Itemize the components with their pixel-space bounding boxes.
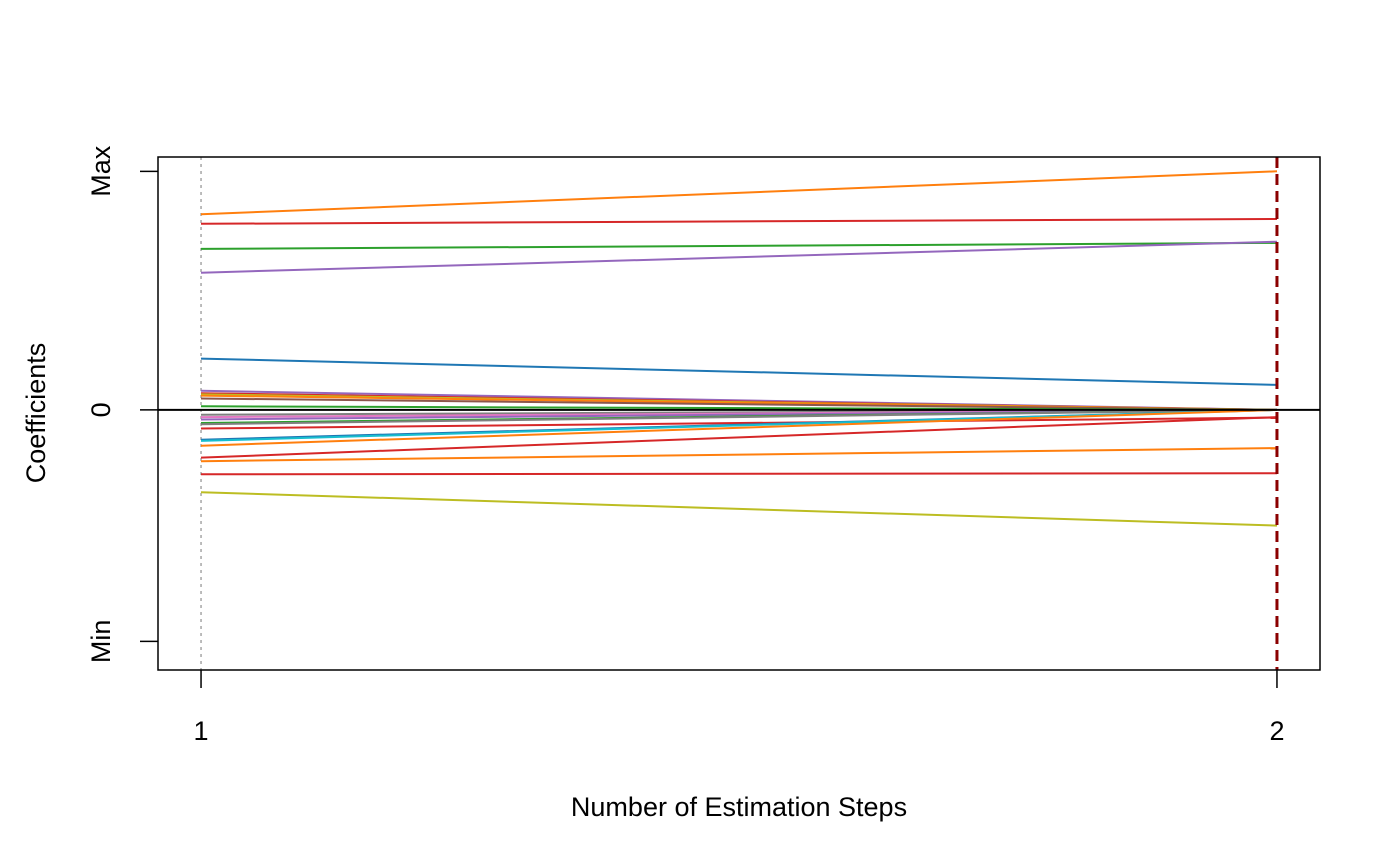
coefficient-series-line-3	[200, 241, 1278, 250]
axis-layer: 1 2 Min 0 Max	[86, 145, 1284, 746]
coefficient-series-line-21	[200, 416, 1278, 459]
coefficient-series-line-16	[200, 408, 1278, 426]
plot-frame	[157, 156, 1321, 671]
y-axis-tick-label-min: Min	[86, 620, 116, 664]
y-axis-tick-label-max: Max	[86, 145, 116, 197]
coefficient-series-line-2	[200, 218, 1278, 225]
coefficient-series-line-10	[200, 397, 1278, 411]
coefficient-series-line-22	[200, 447, 1278, 463]
x-axis-tick-label-1: 1	[194, 716, 209, 746]
coefficient-series-line-24	[200, 491, 1278, 527]
series-layer	[158, 157, 1320, 670]
y-axis-tick-label-0: 0	[86, 402, 116, 417]
coefficient-series-line-5	[200, 357, 1278, 386]
coefficient-series-line-20	[200, 408, 1278, 447]
coefficient-series-line-17	[200, 416, 1278, 430]
x-axis-label: Number of Estimation Steps	[571, 792, 907, 822]
coefficient-series-line-23	[200, 472, 1278, 476]
x-axis-tick-label-2: 2	[1269, 716, 1284, 746]
y-axis-label: Coefficients	[21, 343, 51, 484]
coefficient-series-line-4	[200, 240, 1278, 274]
coefficient-series-line-1	[200, 170, 1278, 216]
